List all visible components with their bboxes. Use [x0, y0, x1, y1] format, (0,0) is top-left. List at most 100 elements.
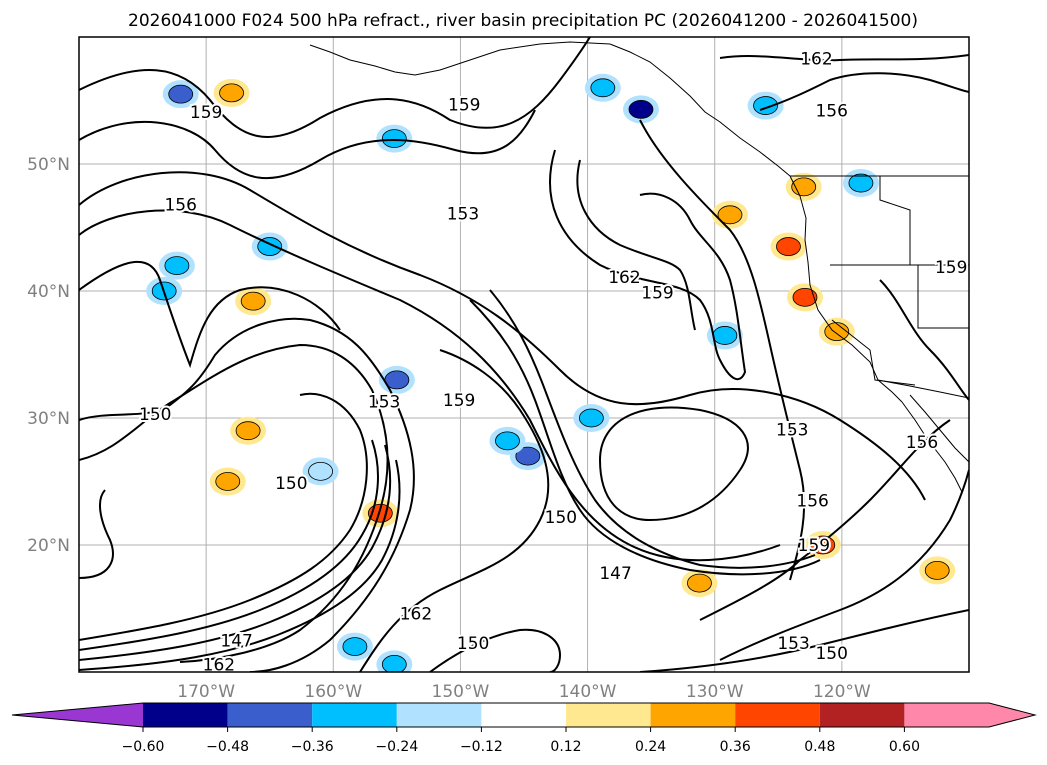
- contour-label: 159: [935, 258, 967, 278]
- contour-line: [719, 469, 969, 661]
- lat-tick-label: 30°N: [27, 409, 70, 429]
- contour-line: [79, 37, 591, 138]
- precip-patch: [712, 326, 737, 345]
- map-background: [79, 37, 969, 672]
- colorbar-segment: [819, 703, 905, 727]
- lon-tick-label: 130°W: [686, 682, 744, 702]
- precip-patch-outline: [590, 78, 616, 98]
- precip-patch-outline: [257, 237, 283, 256]
- precip-patch-outline: [628, 99, 654, 119]
- precip-patch-outline: [215, 472, 241, 491]
- contour-label: 150: [275, 474, 307, 494]
- precip-patch: [215, 472, 240, 491]
- precip-patch-outline: [240, 291, 266, 311]
- contour-line: [79, 109, 536, 180]
- precip-patch-outline: [168, 84, 194, 104]
- precip-patch: [687, 574, 712, 593]
- colorbar-tick-label: −0.48: [206, 739, 249, 755]
- coastlines: [309, 41, 969, 493]
- colorbar: −0.60 −0.48 −0.36 −0.24 −0.12 0.12 0.24 0.36 0.4…: [11, 702, 1037, 755]
- contour-line: [469, 299, 821, 576]
- chart-title: 2026041000 F024 500 hPa refract., river …: [128, 11, 918, 31]
- precip-patch: [495, 431, 520, 450]
- precip-patch-outline: [792, 287, 818, 307]
- contour-label: 159: [443, 391, 475, 411]
- contour-label: 150: [815, 644, 847, 664]
- precip-patch-outline: [515, 446, 541, 466]
- contour-label: 159: [448, 95, 480, 115]
- state-border-4: [831, 319, 916, 386]
- contour-line: [639, 609, 969, 672]
- contour-line: [79, 209, 781, 562]
- contour-line: [79, 171, 926, 501]
- contour-label: 159: [641, 283, 673, 303]
- contour-line: [598, 406, 749, 522]
- alaska-panhandle-coast: [609, 43, 791, 177]
- precip-patch: [342, 637, 367, 656]
- state-border-3: [879, 176, 911, 265]
- colorbar-segment: [312, 703, 397, 727]
- precip-patch: [776, 237, 801, 256]
- precip-patch-outline: [824, 322, 850, 342]
- map-frame: [78, 36, 970, 673]
- contour-label: 162: [800, 50, 832, 70]
- precip-patch: [236, 421, 261, 440]
- colorbar-segment: [566, 703, 651, 727]
- precip-patch: [824, 322, 849, 341]
- precipitation-shading: [146, 73, 956, 672]
- contour-label: 162: [608, 268, 640, 288]
- contour-line: [79, 392, 368, 641]
- gridlines: [79, 37, 969, 672]
- alaska-coast: [309, 41, 611, 76]
- precip-patch: [925, 561, 950, 580]
- colorbar-tick-label: 0.24: [635, 739, 666, 755]
- us-mexico-border: [877, 379, 969, 399]
- state-border-2: [917, 265, 969, 329]
- precip-patch-outline: [753, 96, 778, 115]
- colorbar-segment: [650, 703, 736, 727]
- contour-line: [549, 149, 747, 381]
- contour-line: [719, 54, 969, 62]
- contour-line: [429, 628, 562, 672]
- contour-line: [79, 459, 401, 671]
- colorbar-tick-label: −0.12: [460, 739, 503, 755]
- precip-patch-outline: [381, 129, 407, 149]
- precip-patch-outline: [578, 408, 604, 428]
- contour-label: 150: [139, 405, 171, 425]
- lon-tick-label: 170°W: [177, 682, 235, 702]
- precip-patch-outline: [342, 637, 368, 656]
- contour-line: [759, 72, 969, 111]
- contour-label: 162: [203, 655, 235, 675]
- colorbar-tick-label: 0.48: [804, 739, 835, 755]
- colorbar-extend-high: [989, 703, 1035, 727]
- lon-tick-label: 160°W: [304, 682, 362, 702]
- lon-tick-label: 140°W: [559, 682, 617, 702]
- precip-patch: [579, 409, 604, 427]
- precip-patch-outline: [848, 173, 874, 193]
- contour-label: 153: [447, 205, 479, 225]
- contour-label: 156: [906, 433, 938, 453]
- lat-tick-label: 40°N: [27, 282, 70, 302]
- precip-patch: [848, 174, 873, 193]
- mexico-coast: [909, 394, 969, 463]
- contour-line: [576, 159, 696, 331]
- contour-line: [79, 444, 392, 661]
- colorbar-segment: [481, 703, 566, 727]
- colorbar-segment: [904, 703, 989, 727]
- precip-patch: [810, 536, 835, 554]
- precip-patch-outline: [235, 421, 261, 441]
- precip-patch: [219, 83, 244, 102]
- contour-line: [489, 289, 816, 569]
- contour-label: 156: [164, 196, 196, 216]
- precip-patch: [384, 370, 409, 389]
- precip-patch-outline: [381, 654, 407, 672]
- precip-patch: [717, 205, 742, 224]
- colorbar-extend-low: [12, 703, 143, 727]
- contour-line: [639, 119, 806, 581]
- precip-patch-outline: [495, 431, 520, 451]
- precip-patch: [792, 288, 817, 307]
- precip-patch-outline: [791, 177, 817, 197]
- colorbar-tick-label: 0.60: [889, 739, 920, 755]
